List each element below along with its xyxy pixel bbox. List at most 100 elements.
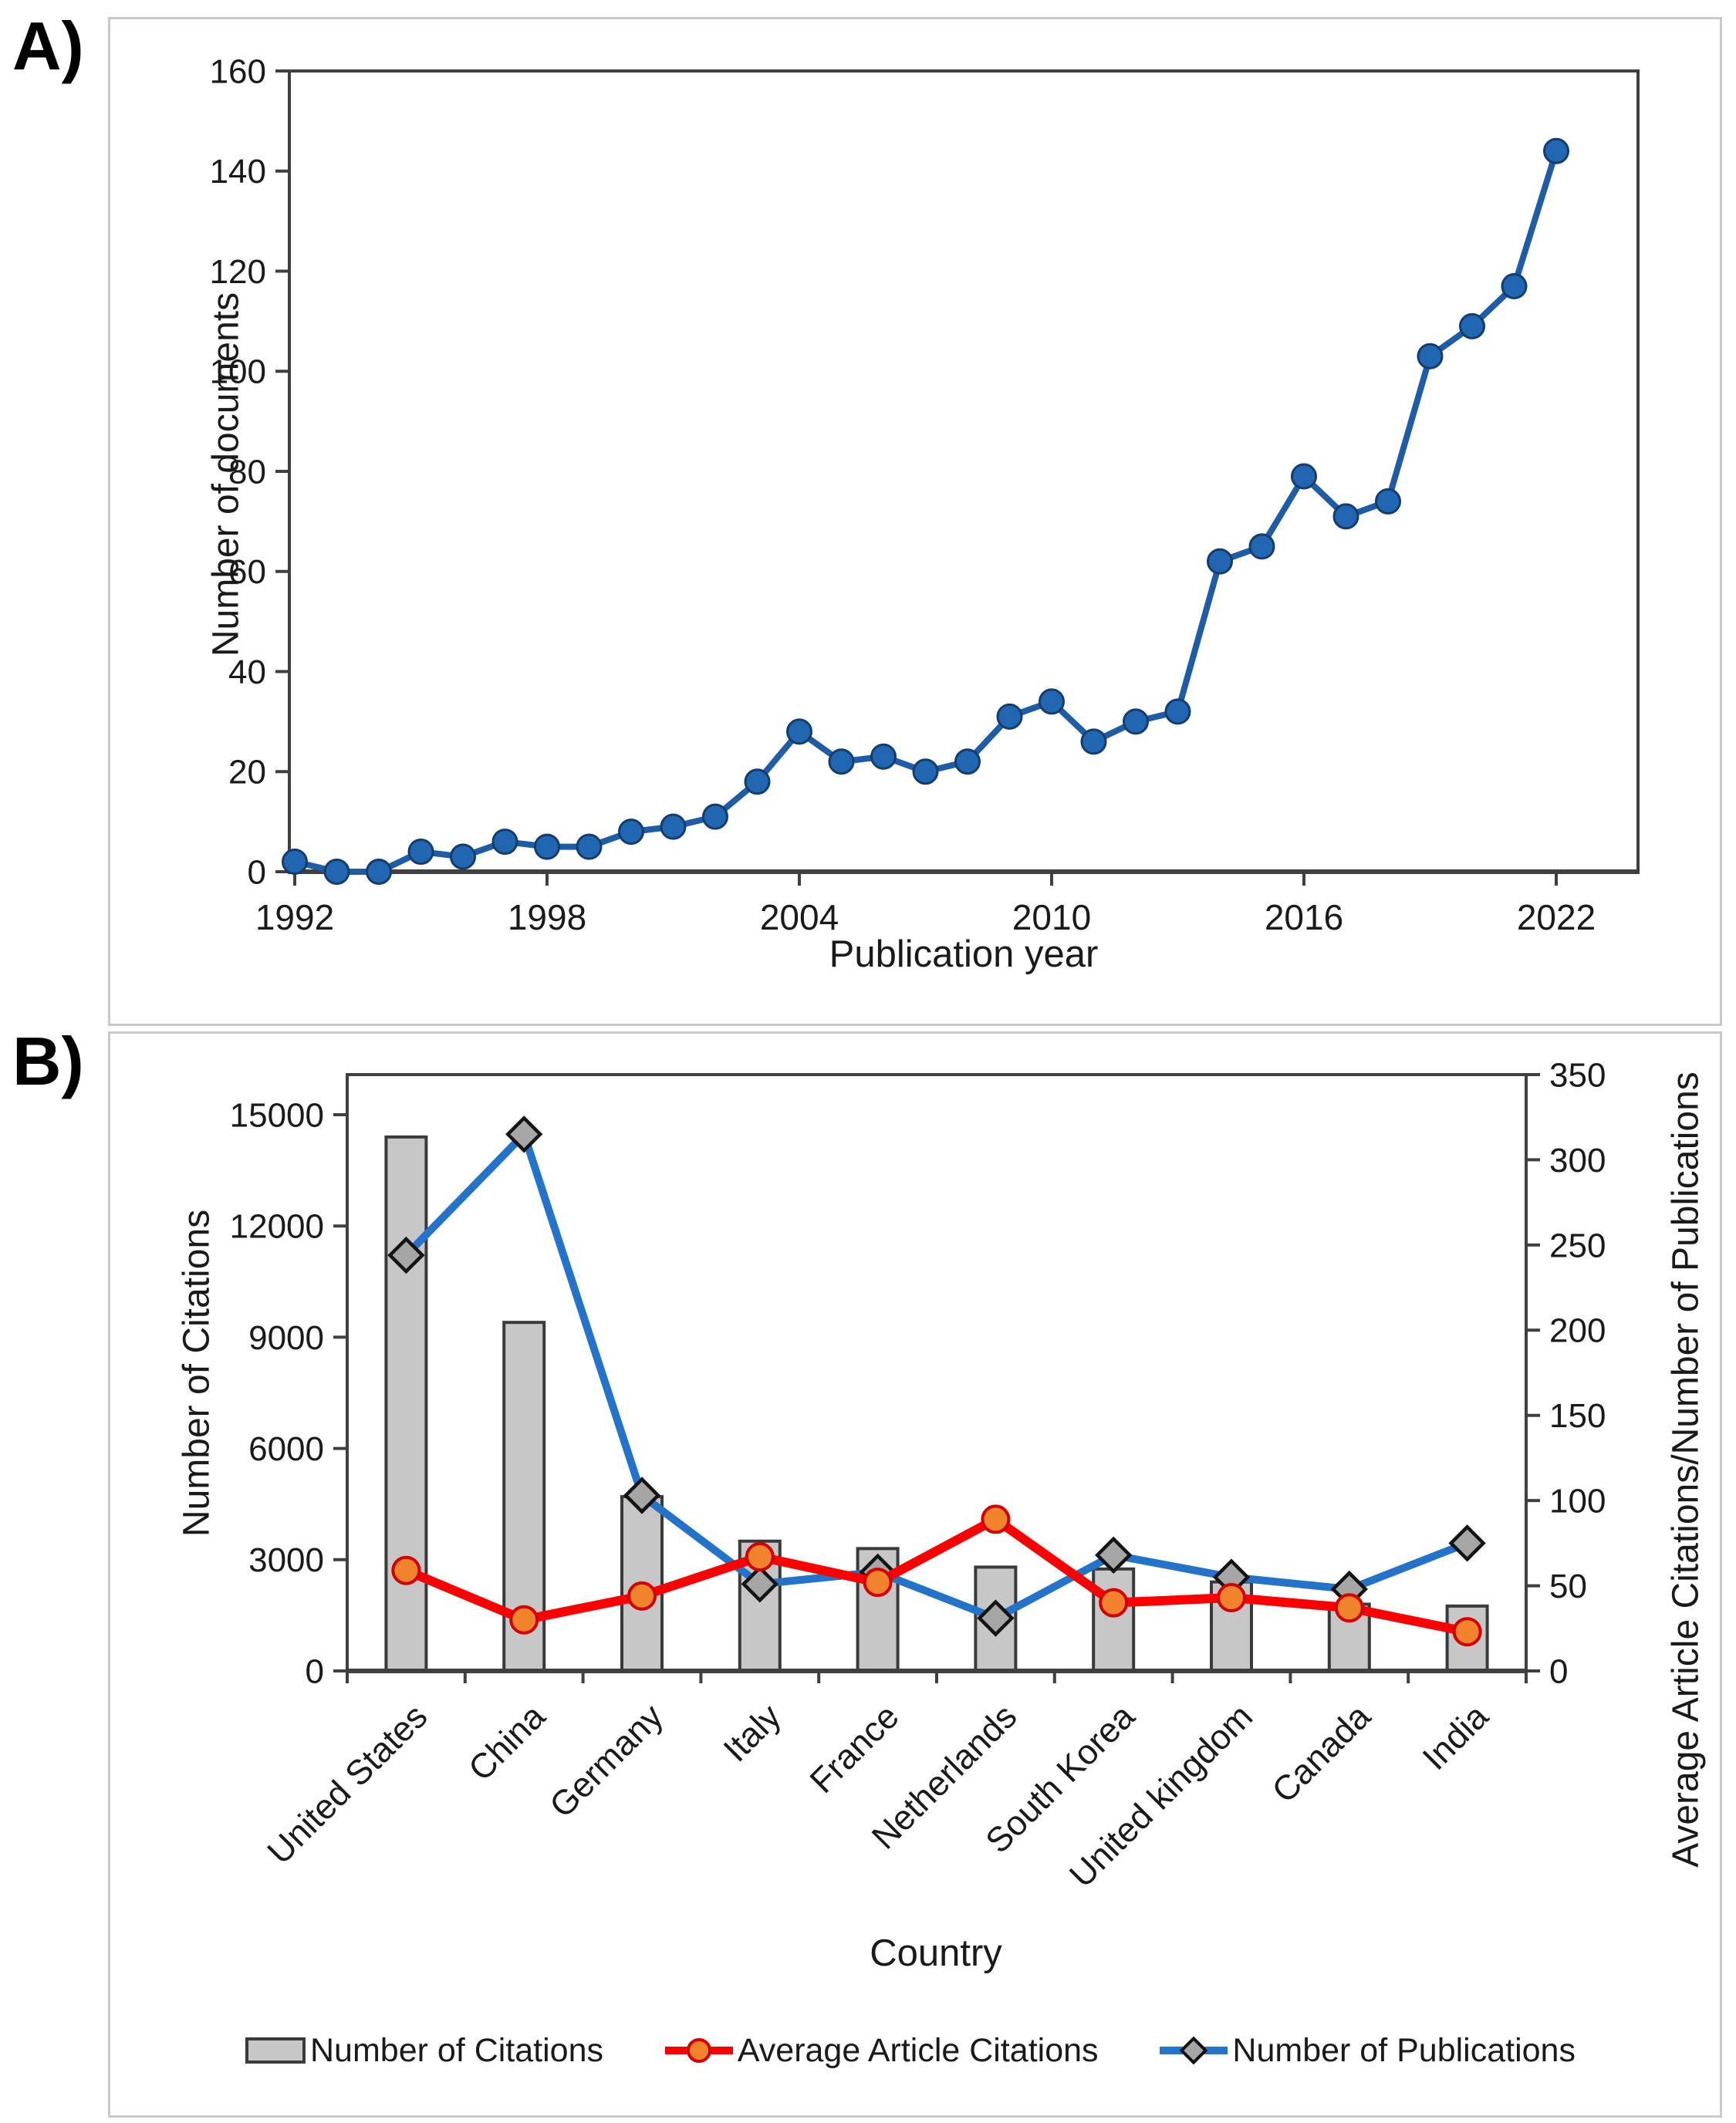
panel-b-label: B) bbox=[12, 1023, 84, 1099]
documents-point bbox=[534, 833, 560, 860]
avg-citations-point bbox=[627, 1581, 657, 1611]
documents-point bbox=[1291, 463, 1317, 490]
documents-point bbox=[870, 743, 897, 770]
country-label: France bbox=[802, 1696, 907, 1801]
panel-b-legend: Number of Citations Average Article Cita… bbox=[245, 2027, 1576, 2074]
publications-point bbox=[387, 1236, 425, 1274]
y-tick-label: 20 bbox=[228, 754, 266, 791]
avg-citations-point bbox=[1334, 1593, 1364, 1623]
documents-point bbox=[366, 859, 392, 885]
panel-a-label: A) bbox=[12, 8, 84, 84]
country-metrics-chart: 0 3000 6000 9000 12000 15000 0 50 100 150 200 250 30… bbox=[230, 1056, 1606, 1895]
avg-citations-point bbox=[509, 1605, 539, 1635]
right-tick-label: 150 bbox=[1549, 1397, 1606, 1435]
publications-point bbox=[505, 1116, 543, 1153]
x-tick-label: 2004 bbox=[760, 897, 839, 937]
documents-point bbox=[954, 748, 981, 775]
citations-bar bbox=[1092, 1567, 1136, 1672]
y-tick-label: 100 bbox=[210, 353, 266, 391]
documents-point bbox=[1248, 533, 1275, 560]
country-label: India bbox=[1415, 1696, 1497, 1777]
avg-citations-point bbox=[981, 1504, 1011, 1534]
documents-point bbox=[996, 703, 1023, 730]
documents-point bbox=[1375, 488, 1401, 515]
country-label: United States bbox=[259, 1696, 434, 1872]
publications-point bbox=[1448, 1524, 1486, 1562]
left-tick-label: 12000 bbox=[230, 1208, 324, 1246]
documents-point bbox=[912, 758, 939, 785]
legend-label-avg-citations: Average Article Citations bbox=[737, 2031, 1099, 2069]
documents-point bbox=[1207, 548, 1233, 575]
documents-point bbox=[1459, 312, 1485, 339]
panel-b-x-axis-title: Country bbox=[870, 1932, 1002, 1974]
legend-item-citations: Number of Citations bbox=[245, 2032, 603, 2070]
right-tick-label: 50 bbox=[1549, 1568, 1587, 1605]
left-tick-label: 6000 bbox=[248, 1430, 324, 1468]
y-tick-label: 140 bbox=[210, 153, 266, 191]
documents-point bbox=[282, 849, 308, 876]
legend-item-avg-citations: Average Article Citations bbox=[664, 2031, 1099, 2070]
panel-b-combo-chart: 0 3000 6000 9000 12000 15000 0 50 100 150 200 250 30… bbox=[108, 1031, 1722, 2118]
documents-point bbox=[660, 813, 687, 840]
publications-point bbox=[977, 1599, 1015, 1637]
legend-label-citations: Number of Citations bbox=[310, 2031, 603, 2069]
panel-a-y-axis-title: Number of documents bbox=[205, 292, 247, 657]
documents-point bbox=[1123, 708, 1149, 735]
blue-line-swatch-icon bbox=[1160, 2036, 1228, 2065]
y-tick-label: 80 bbox=[228, 453, 266, 491]
documents-point bbox=[323, 859, 350, 885]
legend-item-publications: Number of Publications bbox=[1160, 2032, 1576, 2070]
y-tick-label: 40 bbox=[228, 653, 266, 691]
panel-a-line-chart: 0 20 40 60 80 100 120 140 160 1992 1998 2004 2010 201… bbox=[108, 17, 1722, 1026]
y-tick-label: 160 bbox=[210, 52, 266, 90]
left-tick-label: 0 bbox=[306, 1652, 324, 1690]
right-tick-label: 350 bbox=[1549, 1056, 1606, 1094]
country-label: Canada bbox=[1264, 1696, 1378, 1810]
avg-citations-point bbox=[1452, 1617, 1482, 1647]
avg-citations-line bbox=[404, 1514, 1468, 1637]
country-label: Italy bbox=[715, 1696, 789, 1770]
avg-citations-point bbox=[1217, 1583, 1246, 1613]
documents-point bbox=[618, 818, 644, 845]
x-tick-label: 2010 bbox=[1012, 897, 1091, 937]
documents-point bbox=[1417, 343, 1444, 370]
avg-citations-point bbox=[863, 1568, 893, 1598]
right-tick-label: 300 bbox=[1549, 1142, 1606, 1180]
red-line-swatch-icon bbox=[664, 2038, 733, 2063]
x-tick-label: 1992 bbox=[255, 897, 334, 937]
documents-point bbox=[1543, 137, 1569, 164]
right-tick-label: 200 bbox=[1549, 1312, 1606, 1350]
panel-b-right-axis-title: Average Article Citations/Number of Publ… bbox=[1665, 1072, 1707, 1868]
y-tick-label: 60 bbox=[228, 553, 266, 591]
publications-point bbox=[741, 1565, 778, 1603]
left-tick-label: 15000 bbox=[230, 1096, 324, 1134]
right-tick-label: 0 bbox=[1549, 1652, 1568, 1690]
documents-point bbox=[828, 748, 855, 775]
y-tick-label: 0 bbox=[248, 853, 266, 891]
panel-a-x-axis-title: Publication year bbox=[829, 933, 1099, 975]
publications-line bbox=[403, 1130, 1469, 1622]
x-tick-label: 2022 bbox=[1517, 897, 1596, 937]
x-tick-label: 2016 bbox=[1265, 897, 1343, 937]
documents-per-year-chart: 0 20 40 60 80 100 120 140 160 1992 1998 2004 2010 201… bbox=[210, 52, 1640, 937]
citations-bar bbox=[384, 1135, 428, 1672]
documents-point bbox=[744, 768, 771, 795]
documents-point bbox=[491, 829, 518, 856]
documents-point bbox=[786, 718, 812, 745]
left-tick-label: 3000 bbox=[248, 1541, 324, 1579]
right-tick-label: 100 bbox=[1549, 1483, 1606, 1521]
avg-citations-point bbox=[745, 1542, 775, 1572]
y-tick-label: 120 bbox=[210, 253, 266, 291]
avg-citations-point bbox=[391, 1555, 421, 1585]
legend-label-publications: Number of Publications bbox=[1232, 2031, 1576, 2069]
documents-point bbox=[702, 803, 728, 830]
x-tick-label: 1998 bbox=[508, 897, 586, 937]
documents-point bbox=[1332, 503, 1359, 530]
left-tick-label: 9000 bbox=[248, 1319, 324, 1357]
avg-citations-point bbox=[1099, 1588, 1129, 1618]
panel-b-left-axis-title: Number of Citations bbox=[176, 1209, 218, 1537]
documents-point bbox=[1164, 698, 1191, 725]
publications-point bbox=[1095, 1536, 1133, 1574]
bar-swatch-icon bbox=[245, 2037, 306, 2064]
